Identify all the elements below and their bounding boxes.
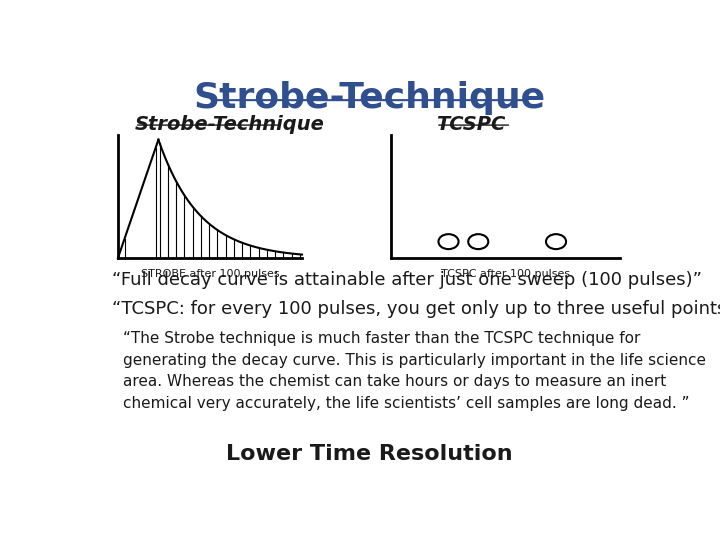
Text: Strobe-Technique: Strobe-Technique [135,114,325,134]
Text: Strobe-Technique: Strobe-Technique [193,82,545,116]
Text: “Full decay curve is attainable after just one sweep (100 pulses)”: “Full decay curve is attainable after ju… [112,271,702,288]
Text: Lower Time Resolution: Lower Time Resolution [225,444,513,464]
Text: STROBE after 100 pulses: STROBE after 100 pulses [140,268,279,279]
Text: TCSPC after 100 pulses: TCSPC after 100 pulses [441,268,570,279]
Text: “The Strobe technique is much faster than the TCSPC technique for
generating the: “The Strobe technique is much faster tha… [124,331,706,411]
Text: “TCSPC: for every 100 pulses, you get only up to three useful points”: “TCSPC: for every 100 pulses, you get on… [112,300,720,318]
Text: TCSPC: TCSPC [436,114,505,134]
